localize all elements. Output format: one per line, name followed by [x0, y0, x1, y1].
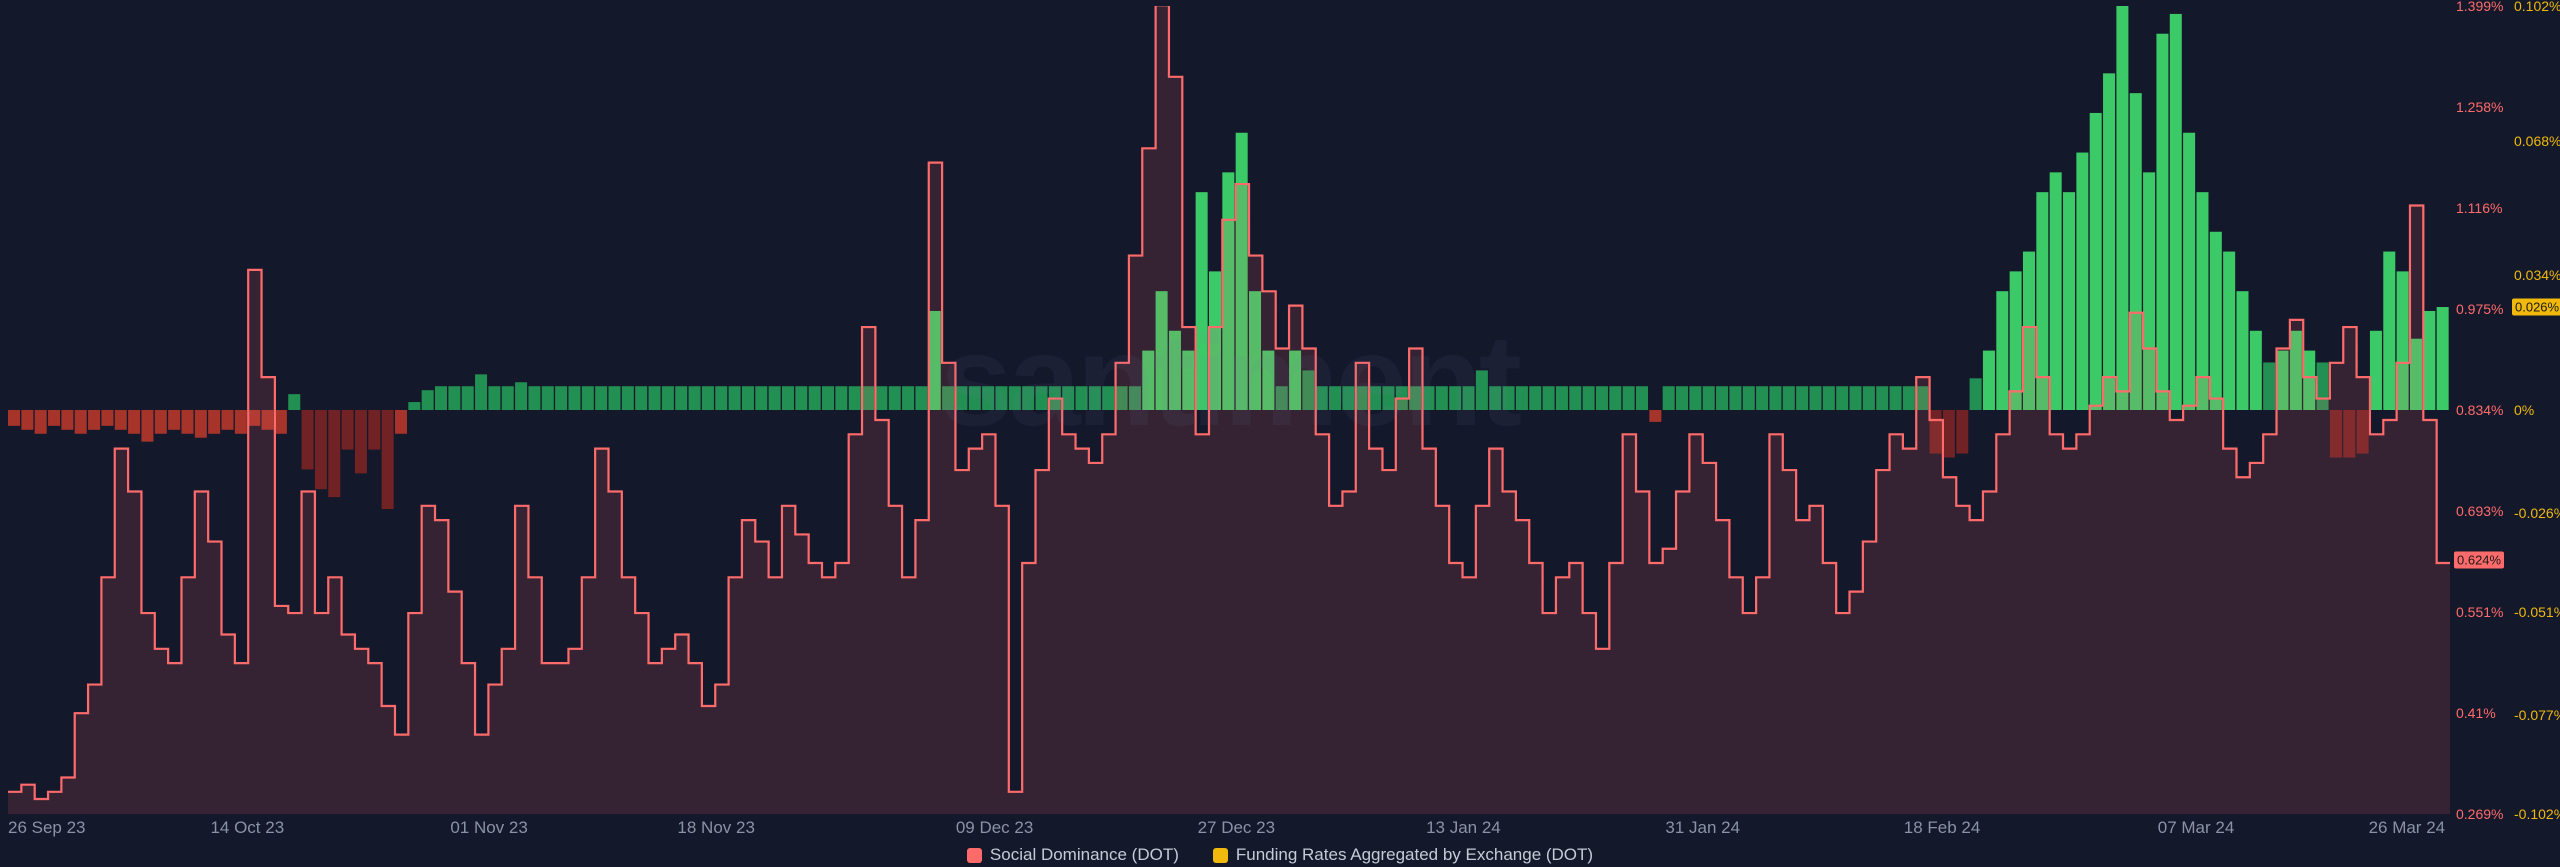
legend-swatch-funding: [1213, 848, 1228, 863]
y-axis-right-funding: -0.102%-0.077%-0.051%-0.026%0%0.034%0.06…: [2512, 6, 2560, 814]
y-tick-right: 0%: [2514, 402, 2534, 418]
y-tick-left: 1.399%: [2456, 0, 2503, 14]
x-tick: 26 Sep 23: [8, 818, 86, 838]
x-tick: 13 Jan 24: [1426, 818, 1501, 838]
current-badge-funding: 0.026%: [2512, 299, 2560, 316]
y-tick-right: 0.068%: [2514, 133, 2560, 149]
x-tick: 07 Mar 24: [2158, 818, 2235, 838]
y-tick-right: -0.077%: [2514, 707, 2560, 723]
x-tick: 31 Jan 24: [1665, 818, 1740, 838]
y-axis-left-social: 0.269%0.41%0.551%0.693%0.834%0.975%1.116…: [2454, 6, 2510, 814]
legend-label-funding: Funding Rates Aggregated by Exchange (DO…: [1236, 845, 1593, 865]
y-tick-left: 0.975%: [2456, 301, 2503, 317]
x-tick: 01 Nov 23: [450, 818, 528, 838]
plot-area[interactable]: santiment: [8, 6, 2450, 814]
y-tick-left: 1.116%: [2456, 200, 2502, 216]
y-tick-right: 0.034%: [2514, 267, 2560, 283]
x-tick: 18 Nov 23: [677, 818, 755, 838]
y-tick-right: -0.102%: [2514, 806, 2560, 822]
x-tick: 27 Dec 23: [1198, 818, 1276, 838]
x-axis: 26 Sep 23 14 Oct 23 01 Nov 23 18 Nov 23 09 D…: [8, 818, 2450, 836]
y-tick-left: 0.834%: [2456, 402, 2503, 418]
legend: Social Dominance (DOT) Funding Rates Agg…: [0, 844, 2560, 866]
x-tick: 09 Dec 23: [956, 818, 1034, 838]
chart-container: santiment 26 Sep 23 14 Oct 23 01 Nov 23 18 …: [0, 0, 2560, 867]
legend-label-social: Social Dominance (DOT): [990, 845, 1179, 865]
y-tick-left: 1.258%: [2456, 99, 2503, 115]
current-badge-social: 0.624%: [2454, 552, 2504, 569]
x-tick: 26 Mar 24: [2369, 818, 2446, 838]
y-tick-left: 0.551%: [2456, 604, 2503, 620]
legend-item-social[interactable]: Social Dominance (DOT): [967, 845, 1179, 865]
y-tick-left: 0.41%: [2456, 705, 2496, 721]
y-tick-left: 0.693%: [2456, 503, 2503, 519]
plot-svg: [8, 6, 2450, 814]
legend-swatch-social: [967, 848, 982, 863]
legend-item-funding[interactable]: Funding Rates Aggregated by Exchange (DO…: [1213, 845, 1593, 865]
x-tick: 18 Feb 24: [1904, 818, 1981, 838]
y-tick-right: -0.026%: [2514, 505, 2560, 521]
y-tick-right: 0.102%: [2514, 0, 2560, 14]
x-tick: 14 Oct 23: [210, 818, 284, 838]
y-tick-left: 0.269%: [2456, 806, 2503, 822]
y-tick-right: -0.051%: [2514, 604, 2560, 620]
